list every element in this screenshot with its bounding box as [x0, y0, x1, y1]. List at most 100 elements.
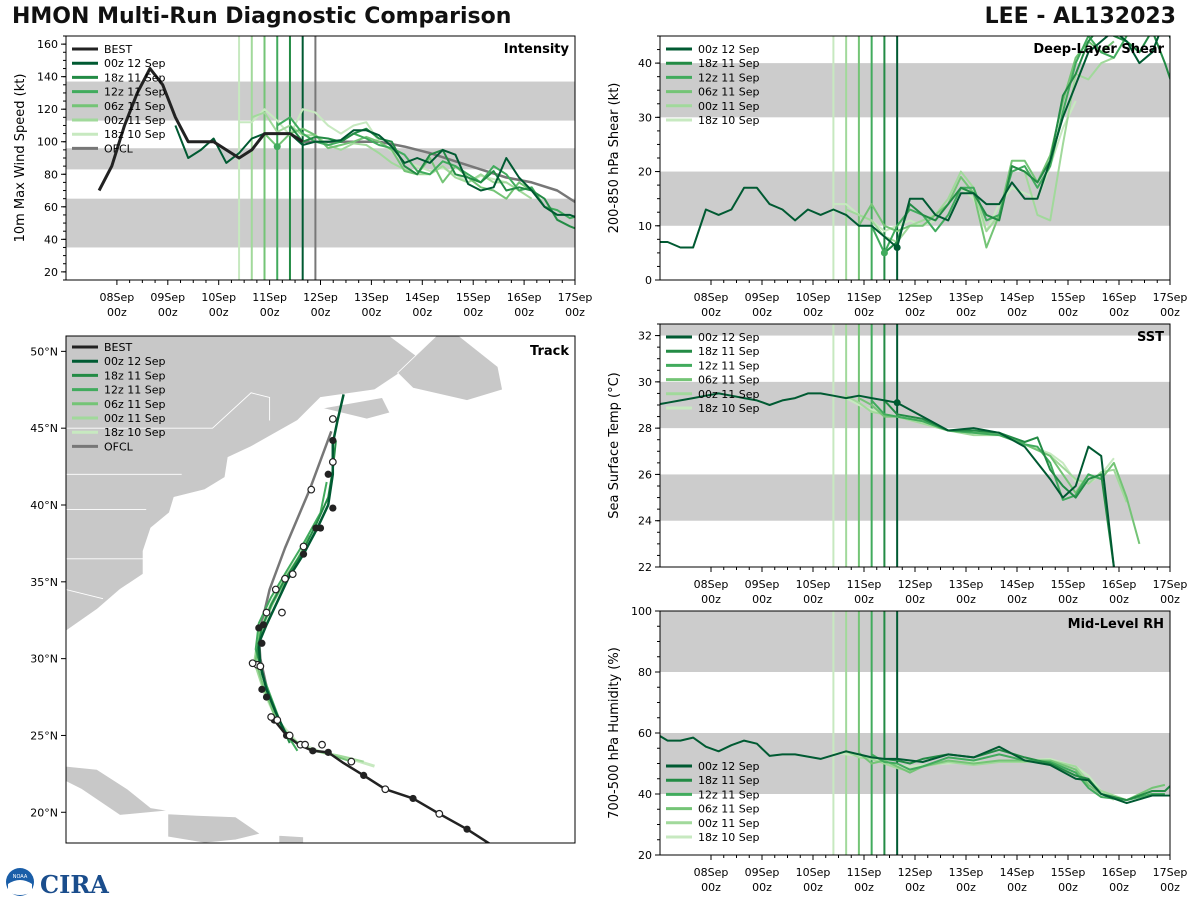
legend-entry: 00z 12 Sep — [104, 355, 166, 368]
y-tick-label: 100 — [37, 136, 58, 149]
x-tick-label-day: 17Sep — [1153, 866, 1188, 879]
y-tick-label: 40 — [638, 788, 652, 801]
x-tick-label-day: 13Sep — [949, 291, 984, 304]
x-tick-label-hour: 00z — [260, 306, 280, 319]
track-line — [257, 430, 333, 737]
legend-entry: 18z 10 Sep — [104, 128, 166, 141]
track-point-hollow — [267, 713, 276, 721]
map-frame — [65, 335, 576, 844]
series-line — [660, 734, 1170, 805]
legend-entry: 00z 12 Sep — [104, 57, 166, 70]
legend-entry: 18z 11 Sep — [698, 774, 760, 787]
legend-entry: 18z 11 Sep — [698, 57, 760, 70]
lat-tick-label: 40°N — [30, 499, 58, 512]
legend-entry: 12z 11 Sep — [104, 86, 166, 99]
x-tick-label-day: 17Sep — [558, 291, 593, 304]
track-point-filled — [409, 794, 417, 803]
x-tick-label-hour: 00z — [803, 881, 823, 894]
y-tick-label: 0 — [645, 274, 652, 287]
plot-area-intensity — [66, 36, 575, 280]
x-tick-label-day: 11Sep — [847, 578, 882, 591]
x-tick-label-day: 12Sep — [898, 291, 933, 304]
legend-entry: OFCL — [104, 440, 134, 453]
lat-tick-label: 35°N — [30, 576, 58, 589]
legend-entry: BEST — [104, 341, 132, 354]
legend-entry: 06z 11 Sep — [698, 374, 760, 387]
x-tick-label-hour: 00z — [905, 306, 925, 319]
panel-track: 20°N25°N30°N35°N40°N45°N50°N TrackBEST00z… — [30, 335, 576, 844]
track-point-hollow — [271, 585, 280, 594]
x-tick-label-hour: 00z — [752, 306, 772, 319]
y-tick-label: 28 — [638, 422, 652, 435]
y-tick-label: 30 — [638, 111, 652, 124]
y-tick-label: 120 — [37, 103, 58, 116]
track-point-filled — [324, 748, 332, 756]
x-tick-label-day: 13Sep — [949, 866, 984, 879]
x-tick-label-hour: 00z — [956, 593, 976, 606]
y-tick-label: 24 — [638, 515, 652, 528]
panel-shear: 0 10 20 30 40 08Sep 00z 09Sep 00z 10Sep 00z 11Sep 00… — [607, 35, 1187, 319]
legend-entry: 12z 11 Sep — [104, 384, 166, 397]
x-tick-label-day: 08Sep — [694, 866, 729, 879]
x-tick-label-hour: 00z — [362, 306, 382, 319]
panel-title: Track — [530, 344, 569, 359]
y-tick-label: 60 — [44, 201, 58, 214]
track-point-hollow — [381, 785, 390, 794]
x-tick-label-hour: 00z — [1109, 593, 1129, 606]
shade-band — [660, 474, 1170, 521]
x-tick-label-day: 15Sep — [1051, 291, 1086, 304]
lat-tick-label: 50°N — [30, 345, 58, 358]
x-tick-label-hour: 00z — [701, 881, 721, 894]
noaa-cira-logo: NOAA CIRA — [6, 868, 109, 898]
x-tick-label-day: 15Sep — [1051, 578, 1086, 591]
x-tick-label-day: 08Sep — [100, 291, 135, 304]
plot-area-rh — [660, 611, 1170, 855]
shade-band — [660, 63, 1170, 118]
y-tick-label: 60 — [638, 727, 652, 740]
series-line — [174, 125, 575, 218]
legend-entry: 18z 11 Sep — [698, 345, 760, 358]
x-tick-label-day: 16Sep — [1102, 866, 1137, 879]
series-line — [660, 36, 1170, 249]
panel-intensity: 20 40 60 80 100 120 140 160 08Sep 00z 09Sep 00z 10Se… — [13, 35, 593, 319]
x-tick-label-hour: 00z — [803, 306, 823, 319]
noaa-logo-text: NOAA — [13, 874, 28, 880]
y-tick-label: 100 — [631, 605, 652, 618]
track-point-hollow — [347, 757, 356, 766]
land-mass — [321, 397, 391, 420]
panel-rh: 20 40 60 80 100 08Sep 00z 09Sep 00z 10Sep 00z 11Sep… — [607, 605, 1188, 894]
x-tick-label-day: 10Sep — [796, 291, 831, 304]
x-tick-label-day: 13Sep — [949, 578, 984, 591]
x-tick-label-hour: 00z — [565, 306, 585, 319]
x-tick-label-day: 12Sep — [898, 866, 933, 879]
state-border — [66, 392, 271, 429]
cira-logo-text: CIRA — [40, 870, 109, 898]
lat-tick-label: 30°N — [30, 653, 58, 666]
map-area — [66, 336, 503, 843]
y-tick-label: 140 — [37, 71, 58, 84]
x-tick-label-day: 16Sep — [507, 291, 542, 304]
x-tick-label-day: 10Sep — [796, 866, 831, 879]
series-line — [276, 116, 575, 220]
y-tick-label: 40 — [638, 57, 652, 70]
x-tick-label-hour: 00z — [854, 593, 874, 606]
legend-entry: 18z 11 Sep — [104, 369, 166, 382]
legend-entry: 00z 11 Sep — [104, 412, 166, 425]
legend-entry: 06z 11 Sep — [104, 398, 166, 411]
x-tick-label-hour: 00z — [752, 881, 772, 894]
legend-entry: 00z 12 Sep — [698, 43, 760, 56]
state-border — [66, 589, 104, 600]
legend-entry: 00z 11 Sep — [698, 100, 760, 113]
track-point-filled — [329, 504, 337, 512]
legend-entry: 00z 12 Sep — [698, 331, 760, 344]
page-title: HMON Multi-Run Diagnostic Comparison — [12, 4, 512, 29]
lat-tick-label: 20°N — [30, 806, 58, 819]
panel-title: Mid-Level RH — [1068, 617, 1164, 632]
x-tick-label-day: 14Sep — [1000, 291, 1035, 304]
series-line — [263, 127, 558, 216]
track-point-hollow — [328, 415, 337, 423]
y-tick-label: 32 — [638, 330, 652, 343]
track-point-hollow — [435, 809, 444, 818]
y-tick-label: 20 — [638, 166, 652, 179]
